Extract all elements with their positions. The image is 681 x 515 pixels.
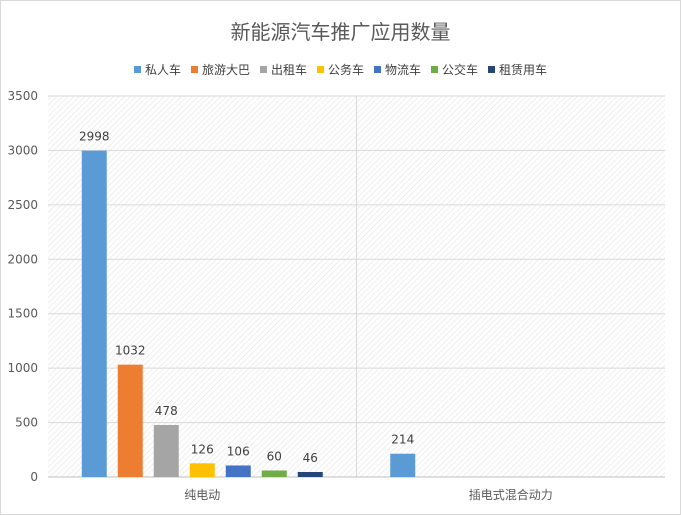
legend-label: 物流车: [385, 63, 422, 77]
data-label: 126: [191, 442, 214, 456]
data-label: 478: [155, 404, 178, 418]
y-tick-label: 500: [15, 416, 38, 430]
legend-swatch: [259, 66, 267, 73]
legend-item: 私人车: [133, 61, 181, 78]
x-tick-label: 纯电动: [184, 488, 220, 502]
legend-label: 出租车: [270, 63, 307, 77]
legend-swatch: [488, 66, 496, 73]
legend-swatch: [374, 66, 381, 73]
bar: [261, 470, 287, 477]
legend-swatch: [190, 66, 198, 73]
y-tick-label: 2000: [7, 252, 38, 266]
legend-label: 私人车: [144, 63, 181, 77]
legend-label: 旅游大巴: [201, 63, 250, 77]
legend-swatch: [133, 66, 141, 73]
x-tick-label: 插电式混合动力: [469, 487, 553, 502]
legend-item: 旅游大巴: [190, 61, 250, 78]
legend: 私人车 旅游大巴 出租车 公务车 物流车 公交车 租赁用车: [0, 61, 681, 78]
legend-item: 租赁用车: [488, 61, 547, 78]
chart-title: 新能源汽车推广应用数量: [230, 20, 451, 44]
bar: [390, 453, 416, 477]
legend-label: 租赁用车: [499, 63, 548, 77]
legend-label: 公务车: [327, 63, 364, 77]
bar: [153, 424, 179, 477]
data-label: 214: [391, 433, 414, 447]
bar: [225, 465, 251, 477]
data-label: 2998: [79, 130, 110, 144]
legend-item: 出租车: [259, 61, 307, 78]
y-tick-label: 1000: [7, 361, 38, 375]
y-tick-label: 3000: [7, 143, 38, 157]
y-tick-label: 3500: [7, 89, 38, 103]
y-tick-label: 0: [30, 470, 38, 484]
data-label: 1032: [115, 344, 146, 358]
bar: [117, 364, 143, 477]
legend-swatch: [431, 66, 439, 73]
data-label: 60: [267, 449, 282, 463]
data-label: 46: [303, 451, 318, 465]
legend-item: 公务车: [316, 61, 364, 78]
bar: [189, 463, 215, 477]
legend-swatch: [316, 66, 324, 73]
y-tick-label: 2500: [7, 198, 38, 212]
y-tick-label: 1500: [7, 307, 38, 321]
legend-item: 物流车: [374, 61, 421, 78]
bar: [297, 471, 323, 477]
legend-label: 公交车: [442, 63, 479, 77]
bar: [81, 150, 107, 477]
legend-item: 公交车: [431, 61, 478, 78]
data-label: 106: [227, 444, 250, 458]
